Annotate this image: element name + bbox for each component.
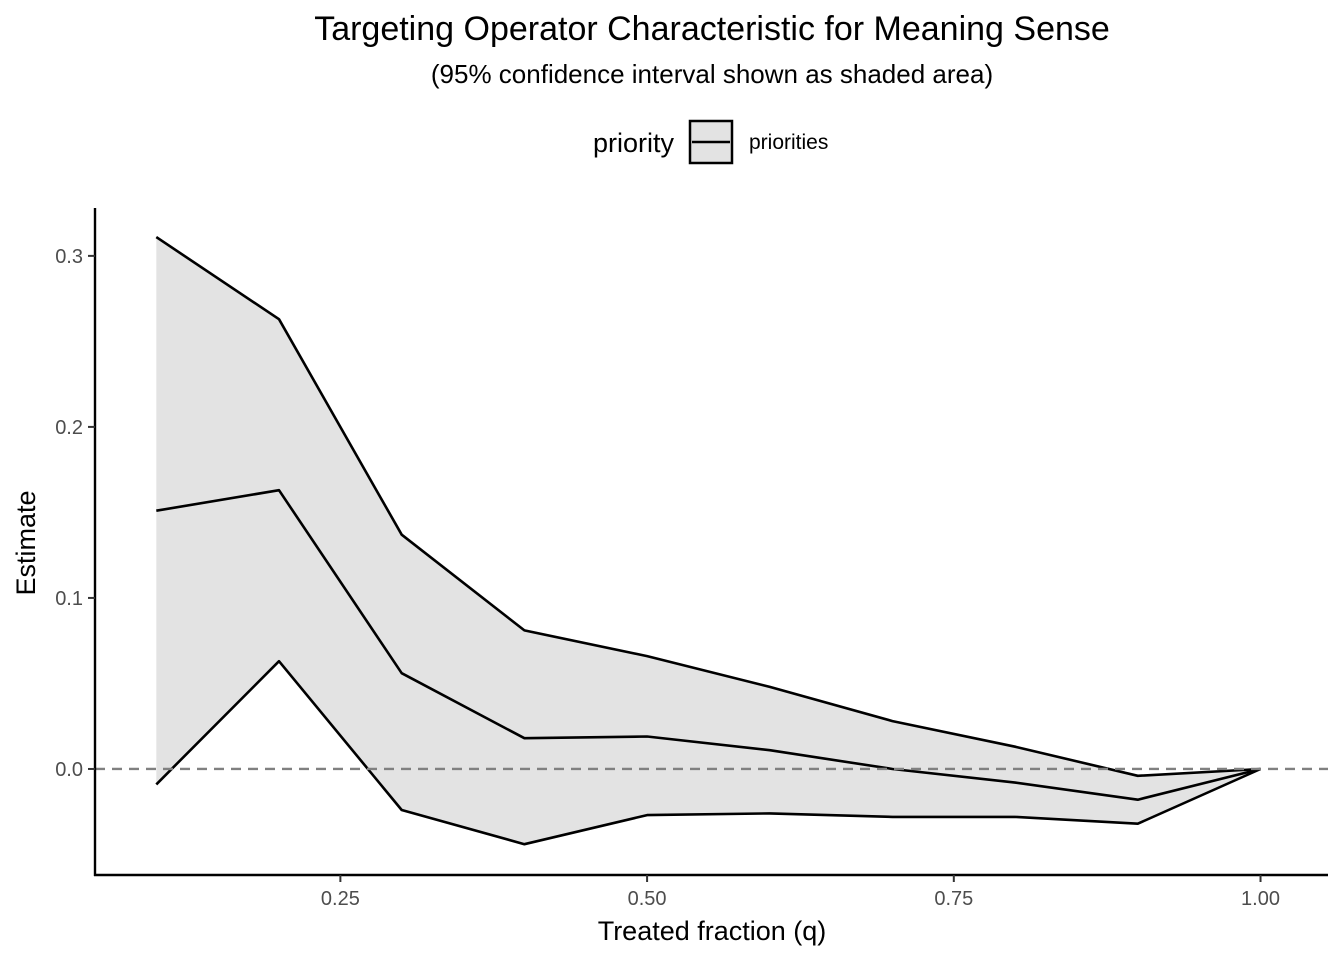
y-tick-label: 0.2 [55,417,83,439]
axes: 0.0 0.1 0.2 0.3 0.25 0.50 0.75 1.00 [55,208,1328,910]
confidence-ribbon [156,237,1261,845]
plot-area [95,236,1328,846]
legend: priority priorities [593,119,828,165]
y-axis-title: Estimate [11,490,41,595]
y-tick-label: 0.1 [55,588,83,610]
x-tick-label: 0.75 [934,888,973,910]
estimate-line [156,488,1261,802]
upper-bound-line [155,236,1261,778]
lower-bound-line [155,659,1262,846]
legend-title: priority [593,128,675,158]
x-tick-label: 1.00 [1241,888,1280,910]
chart-title: Targeting Operator Characteristic for Me… [314,10,1110,48]
chart-subtitle: (95% confidence interval shown as shaded… [431,59,993,89]
legend-label: priorities [749,131,828,154]
x-axis-title: Treated fraction (q) [598,916,827,946]
x-tick-label: 0.50 [628,888,667,910]
y-tick-label: 0.0 [55,759,83,781]
y-tick-label: 0.3 [55,246,83,268]
x-tick-label: 0.25 [321,888,360,910]
